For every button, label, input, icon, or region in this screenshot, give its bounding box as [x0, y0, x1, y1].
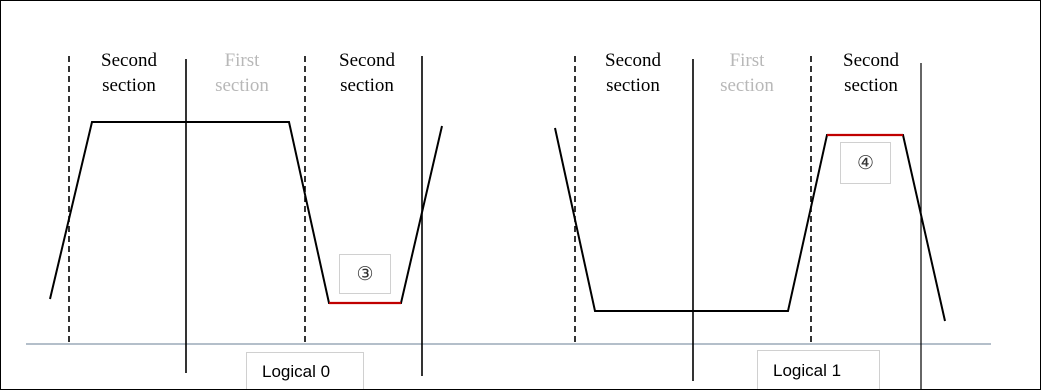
logical-0-waveform	[49, 121, 443, 304]
logical-0-label: Logical 0	[246, 352, 364, 389]
left-second-section-label-2: Second section	[339, 50, 395, 96]
left-first-section-label: First section	[215, 50, 269, 96]
marker-three: ③	[339, 254, 391, 294]
right-second-section-label-2: Second section	[843, 50, 899, 96]
logical-1-waveform	[554, 127, 946, 322]
logical-1-label: Logical 1	[757, 350, 880, 389]
marker-four: ④	[840, 142, 891, 184]
left-second-section-label-1: Second section	[101, 50, 157, 96]
right-first-section-label: First section	[720, 50, 774, 96]
right-second-section-label-1: Second section	[605, 50, 661, 96]
